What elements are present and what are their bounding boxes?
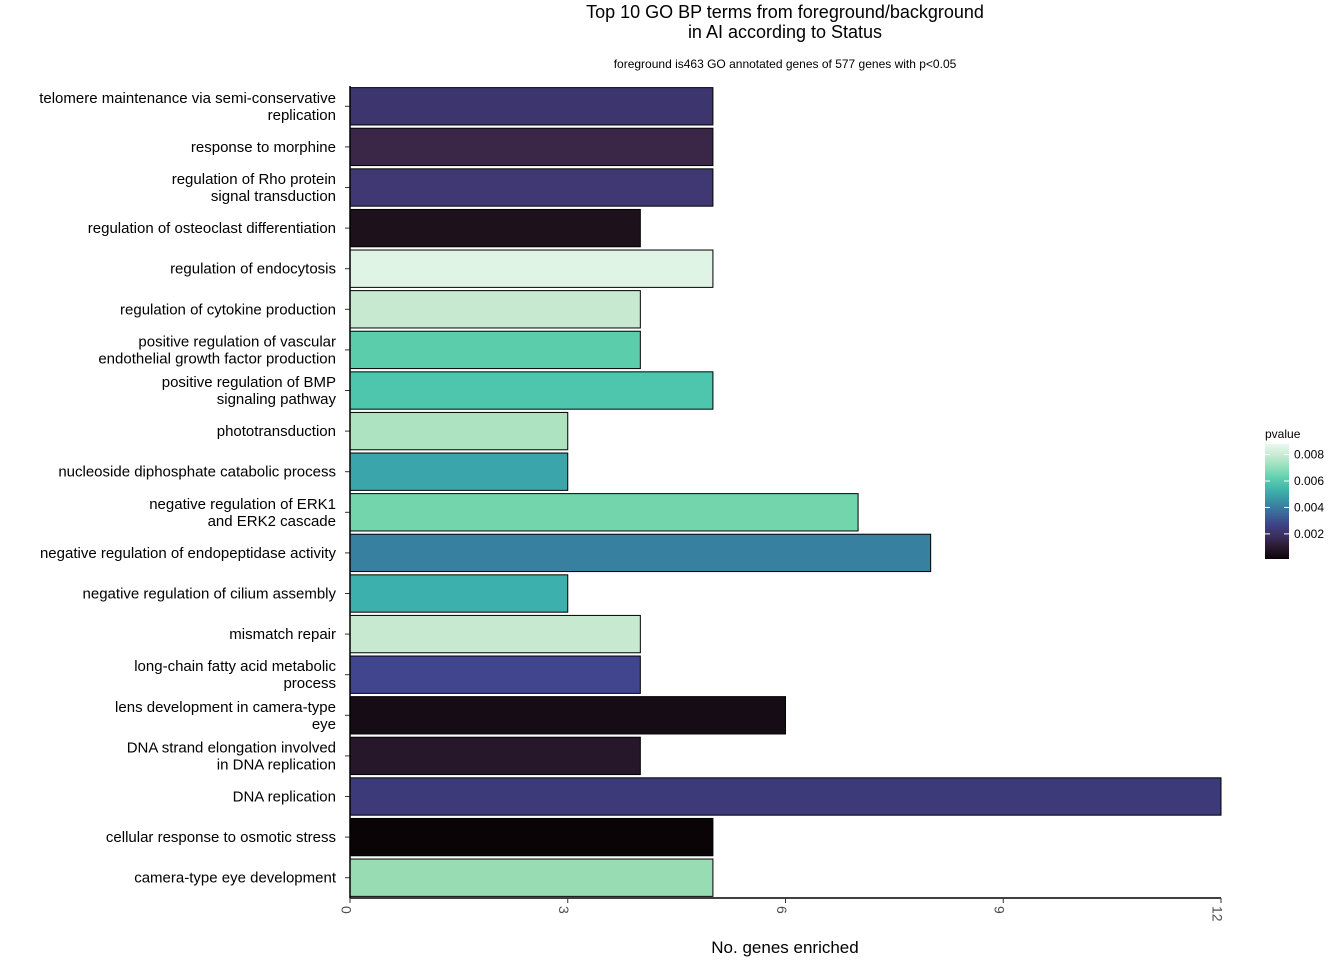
bar xyxy=(349,493,859,532)
legend-tick-label: 0.002 xyxy=(1294,527,1324,541)
category-label-line: DNA strand elongation involved xyxy=(127,739,336,756)
category-label-line: phototransduction xyxy=(217,423,336,440)
bar xyxy=(349,249,714,288)
category-label: long-chain fatty acid metabolic process xyxy=(134,658,336,692)
category-label: camera-type eye development xyxy=(134,870,337,887)
category-label-line: regulation of osteoclast differentiation xyxy=(88,220,336,237)
bar xyxy=(349,87,714,126)
category-labels: telomere maintenance via semi-conservati… xyxy=(39,90,350,887)
category-label-line: eye xyxy=(312,716,336,733)
category-label: negative regulation of ERK1 and ERK2 casc… xyxy=(149,496,336,530)
bar xyxy=(349,533,932,573)
bar xyxy=(349,655,641,694)
bar xyxy=(349,290,641,329)
bar xyxy=(349,371,714,410)
x-tick-label: 6 xyxy=(774,906,790,914)
x-tick-label: 9 xyxy=(992,906,1008,914)
bar xyxy=(349,127,714,167)
category-label-line: process xyxy=(283,675,336,692)
category-label: nucleoside diphosphate catabolic process xyxy=(58,464,336,481)
category-label-line: signal transduction xyxy=(211,188,336,205)
category-label: positive regulation of vascular endotheli… xyxy=(98,333,336,367)
category-label-line: mismatch repair xyxy=(229,626,336,643)
x-tick-label: 0 xyxy=(338,906,354,914)
bar xyxy=(349,817,714,857)
x-axis-title: No. genes enriched xyxy=(711,938,858,957)
legend-tick-label: 0.008 xyxy=(1294,448,1324,462)
bar xyxy=(349,208,641,248)
category-label: DNA strand elongation involved in DNA rep… xyxy=(127,739,336,773)
category-label-line: positive regulation of BMP xyxy=(162,374,336,391)
category-label-line: long-chain fatty acid metabolic xyxy=(134,658,336,675)
category-label-line: endothelial growth factor production xyxy=(98,350,336,367)
chart-title-line-1: Top 10 GO BP terms from foreground/backg… xyxy=(586,2,984,22)
legend-tick-label: 0.004 xyxy=(1294,500,1324,514)
category-label-line: negative regulation of endopeptidase act… xyxy=(40,545,337,562)
legend-ticks: 0.002 0.004 0.006 0.008 xyxy=(1265,448,1324,541)
category-label: mismatch repair xyxy=(229,626,336,643)
category-label: negative regulation of cilium assembly xyxy=(83,586,337,603)
x-axis: 0 3 6 9 12 xyxy=(338,86,1225,922)
category-label: phototransduction xyxy=(217,423,336,440)
legend-title: pvalue xyxy=(1265,427,1301,441)
category-label-line: positive regulation of vascular xyxy=(138,333,336,350)
category-label-line: nucleoside diphosphate catabolic process xyxy=(58,464,336,481)
x-tick-label: 3 xyxy=(556,906,572,914)
category-label-line: lens development in camera-type xyxy=(115,699,336,716)
category-label-line: negative regulation of cilium assembly xyxy=(83,586,337,603)
category-label: regulation of Rho protein signal transduc… xyxy=(172,171,336,205)
category-label: DNA replication xyxy=(233,789,336,806)
bar xyxy=(349,452,569,491)
bar xyxy=(349,411,569,451)
category-label: lens development in camera-type eye xyxy=(115,699,336,733)
legend: pvalue 0.002 0.004 0.006 0.008 xyxy=(1265,427,1324,559)
category-label: response to morphine xyxy=(191,139,336,156)
category-label-line: signaling pathway xyxy=(217,391,337,408)
category-label: regulation of osteoclast differentiation xyxy=(88,220,336,237)
category-label-line: camera-type eye development xyxy=(134,870,337,887)
category-label-line: regulation of cytokine production xyxy=(120,301,336,318)
bar xyxy=(349,858,714,897)
bar xyxy=(349,168,714,207)
category-label-line: response to morphine xyxy=(191,139,336,156)
bar xyxy=(349,614,641,654)
bar xyxy=(349,736,641,776)
category-label-line: regulation of Rho protein xyxy=(172,171,336,188)
category-label-line: cellular response to osmotic stress xyxy=(106,829,336,846)
category-label: telomere maintenance via semi-conservati… xyxy=(39,90,336,124)
category-label-line: DNA replication xyxy=(233,789,336,806)
category-label-line: in DNA replication xyxy=(217,756,336,773)
category-label-line: negative regulation of ERK1 xyxy=(149,496,336,513)
category-label-line: regulation of endocytosis xyxy=(170,261,336,278)
bar xyxy=(349,330,641,370)
bar xyxy=(349,574,569,613)
category-label: regulation of cytokine production xyxy=(120,301,336,318)
category-label: cellular response to osmotic stress xyxy=(106,829,336,846)
chart-title-line-2: in AI according to Status xyxy=(688,22,882,42)
bars-group xyxy=(349,87,1222,897)
category-label: regulation of endocytosis xyxy=(170,261,336,278)
legend-colorbar xyxy=(1265,444,1289,559)
legend-tick-label: 0.006 xyxy=(1294,474,1324,488)
category-label: negative regulation of endopeptidase act… xyxy=(40,545,337,562)
chart-subtitle: foreground is463 GO annotated genes of 5… xyxy=(614,57,957,71)
bar xyxy=(349,696,786,735)
category-label-line: and ERK2 cascade xyxy=(208,513,336,530)
category-label: positive regulation of BMP signaling path… xyxy=(162,374,337,408)
category-label-line: replication xyxy=(268,107,336,124)
x-tick-label: 12 xyxy=(1209,906,1225,922)
bar xyxy=(349,777,1222,816)
category-label-line: telomere maintenance via semi-conservati… xyxy=(39,90,336,107)
